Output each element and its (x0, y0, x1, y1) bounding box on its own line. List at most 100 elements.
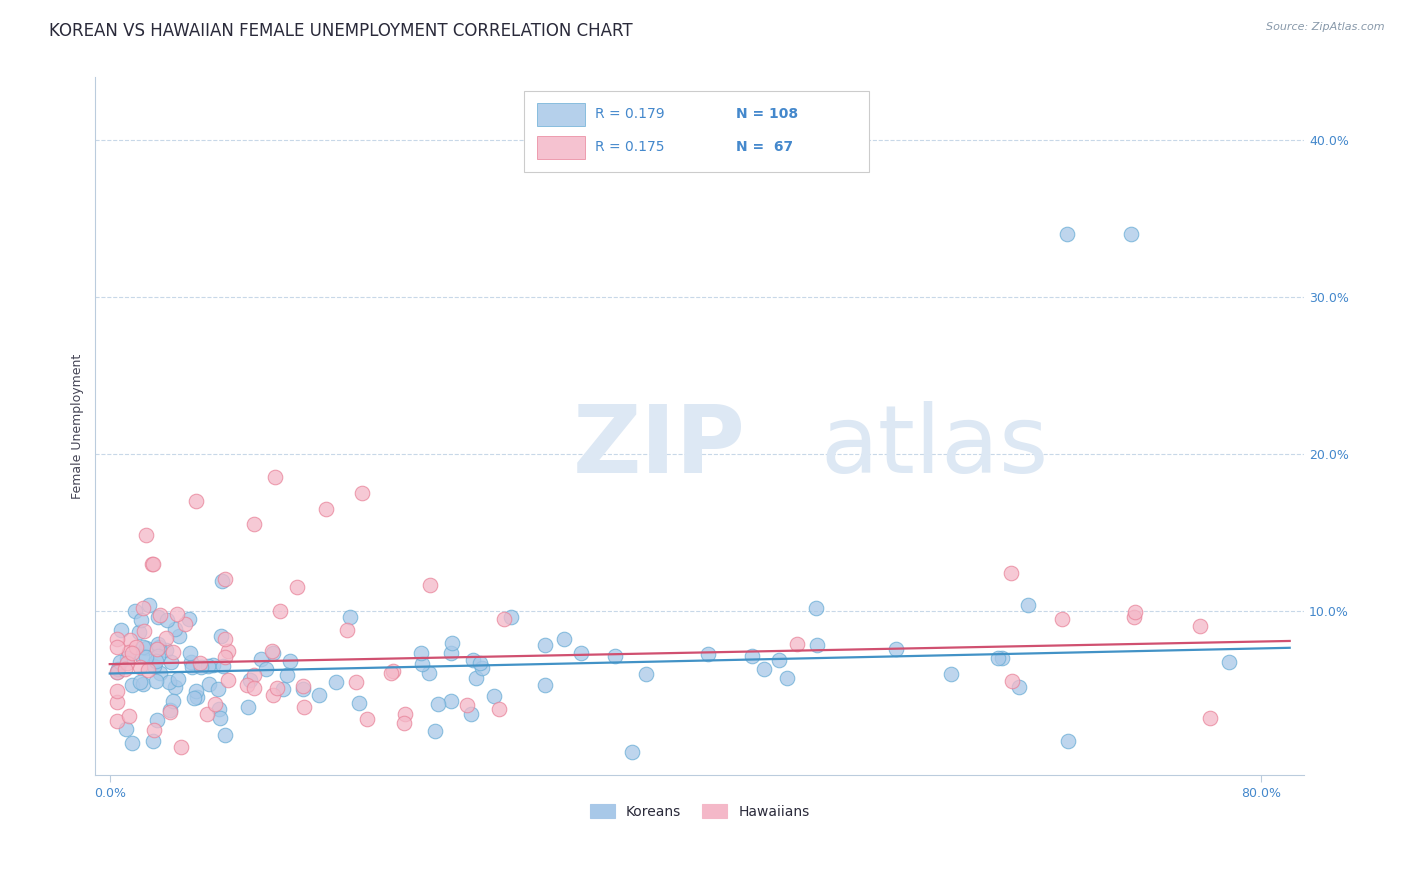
Point (105, 695, 128, 709)
Point (148, 640, 170, 654)
Point (1056, 227, 1078, 242)
FancyBboxPatch shape (537, 136, 585, 159)
Point (394, 706, 416, 721)
Point (136, 663, 159, 677)
Point (198, 677, 221, 691)
Point (128, 659, 150, 673)
Point (145, 654, 167, 668)
Point (214, 728, 236, 742)
Point (146, 637, 169, 651)
Point (142, 557, 165, 571)
Point (347, 696, 370, 710)
Point (456, 698, 478, 712)
Point (141, 557, 163, 571)
Point (180, 660, 202, 674)
Point (243, 668, 266, 682)
Point (166, 673, 188, 687)
Point (105, 665, 128, 680)
Point (786, 637, 808, 651)
Point (292, 681, 315, 696)
Point (634, 667, 657, 681)
Point (155, 643, 177, 657)
Point (148, 610, 170, 624)
FancyBboxPatch shape (537, 103, 585, 127)
Point (1057, 734, 1080, 748)
Point (207, 682, 229, 697)
Point (114, 662, 136, 676)
Point (110, 623, 132, 637)
Point (1017, 599, 1039, 613)
Point (696, 648, 718, 662)
Point (380, 665, 402, 680)
Point (278, 654, 301, 668)
Point (427, 697, 450, 711)
Point (128, 625, 150, 640)
Point (482, 689, 505, 703)
Point (569, 646, 592, 660)
Point (409, 646, 432, 660)
Point (146, 713, 169, 727)
Point (121, 677, 143, 691)
Point (534, 678, 557, 692)
Point (188, 656, 211, 670)
Point (135, 528, 157, 542)
Point (115, 651, 138, 665)
Point (344, 675, 367, 690)
Point (166, 607, 188, 621)
Point (105, 640, 128, 655)
Point (1199, 711, 1222, 725)
Point (118, 708, 141, 723)
Point (262, 688, 284, 702)
Point (461, 653, 484, 667)
Point (209, 711, 232, 725)
Y-axis label: Female Unemployment: Female Unemployment (72, 354, 84, 500)
Point (441, 636, 464, 650)
Point (155, 632, 177, 646)
Point (285, 580, 308, 594)
Point (1123, 605, 1146, 619)
Point (1000, 566, 1022, 580)
Point (242, 517, 264, 532)
Point (165, 622, 187, 636)
Point (115, 722, 138, 736)
Point (211, 574, 233, 589)
Point (471, 661, 494, 675)
Point (336, 624, 359, 638)
Point (157, 674, 180, 689)
Point (121, 646, 143, 660)
Point (128, 675, 150, 690)
Point (325, 675, 347, 690)
Point (264, 470, 287, 484)
Point (419, 578, 441, 592)
Point (269, 604, 291, 618)
Point (118, 633, 141, 648)
Point (156, 613, 179, 627)
Text: ZIP: ZIP (572, 401, 745, 493)
Point (214, 632, 236, 646)
Point (105, 683, 128, 698)
Point (741, 649, 763, 664)
Point (149, 608, 172, 623)
Point (184, 683, 207, 698)
Point (105, 665, 128, 679)
Point (214, 650, 236, 665)
Point (146, 641, 169, 656)
Point (180, 655, 202, 669)
Point (356, 712, 378, 726)
Point (110, 655, 132, 669)
Point (174, 616, 197, 631)
Point (129, 613, 152, 627)
Text: atlas: atlas (821, 401, 1049, 493)
Point (236, 699, 259, 714)
Point (195, 706, 218, 721)
Point (121, 736, 143, 750)
Point (470, 656, 492, 670)
Point (292, 699, 315, 714)
Point (440, 694, 463, 708)
Point (1123, 609, 1146, 624)
Point (308, 688, 330, 702)
Point (169, 740, 191, 755)
Point (124, 604, 146, 618)
Point (411, 657, 433, 671)
Point (131, 640, 153, 654)
